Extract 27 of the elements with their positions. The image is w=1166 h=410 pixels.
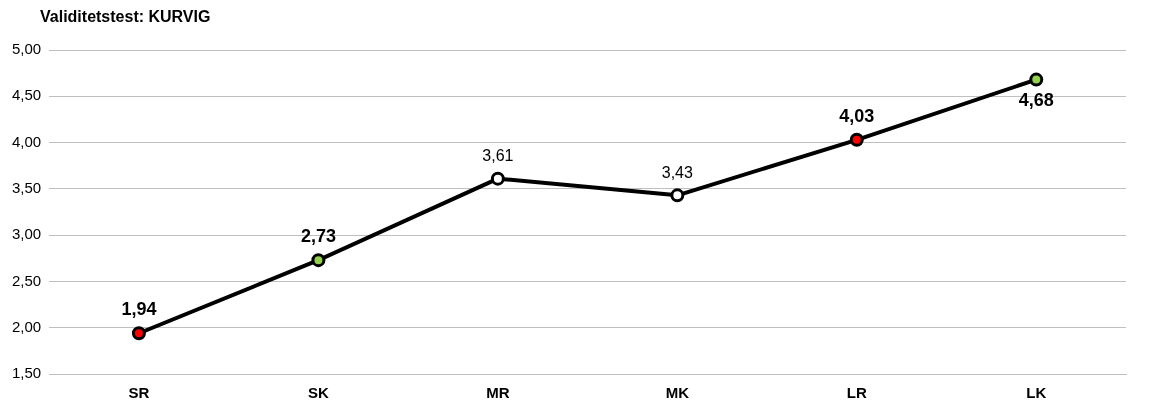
y-tick-label: 3,00 xyxy=(11,225,42,243)
data-label: 2,73 xyxy=(300,226,336,247)
point xyxy=(490,171,505,186)
point xyxy=(849,132,864,147)
y-tick-label: 4,00 xyxy=(11,132,42,150)
point xyxy=(670,188,685,203)
chart-title: Validitetstest: KURVIG xyxy=(40,8,211,26)
x-tick-label: MR xyxy=(486,384,510,402)
data-label: 4,03 xyxy=(839,105,875,126)
point xyxy=(1029,72,1044,87)
y-tick-label: 2,50 xyxy=(11,271,42,289)
data-label: 4,68 xyxy=(1018,89,1054,110)
data-label: 3,61 xyxy=(482,147,514,165)
y-tick-label: 5,00 xyxy=(11,40,42,58)
data-label: 1,94 xyxy=(121,299,157,320)
point xyxy=(311,253,326,268)
x-tick-label: LR xyxy=(846,384,867,402)
x-tick-label: SK xyxy=(307,384,329,402)
y-tick-label: 1,50 xyxy=(11,364,42,382)
data-label: 3,43 xyxy=(661,163,693,181)
y-tick-label: 2,00 xyxy=(11,317,42,335)
x-tick-label: SR xyxy=(128,384,150,402)
x-tick-label: MK xyxy=(665,384,690,402)
point xyxy=(131,326,146,341)
y-tick-label: 4,50 xyxy=(11,86,42,104)
y-tick-label: 3,50 xyxy=(11,179,42,196)
x-tick-label: LK xyxy=(1026,384,1047,402)
